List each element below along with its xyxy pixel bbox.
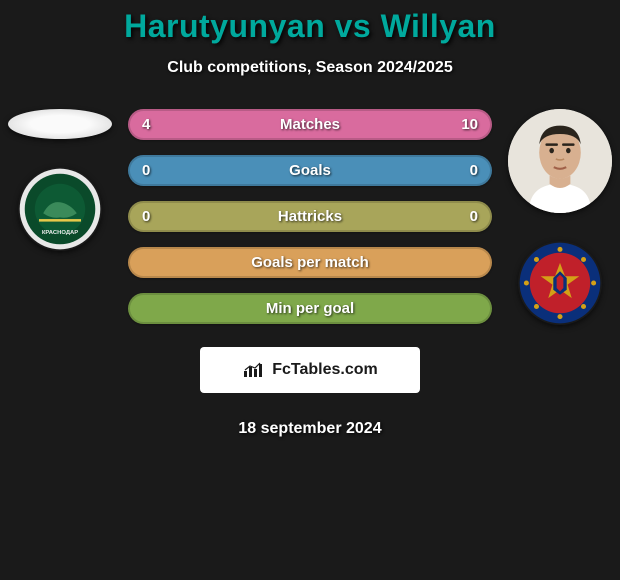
stat-bar-goals: 0Goals0 — [128, 155, 492, 186]
stat-label: Goals — [166, 162, 454, 179]
club-badge-icon — [518, 241, 602, 325]
svg-text:КРАСНОДАР: КРАСНОДАР — [42, 230, 78, 236]
stat-bar-goals-per-match: Goals per match — [128, 247, 492, 278]
stat-right-value: 0 — [454, 162, 478, 179]
date-line: 18 september 2024 — [238, 420, 381, 438]
stat-bar-min-per-goal: Min per goal — [128, 293, 492, 324]
right-club-badge — [518, 241, 602, 325]
comparison-layout: КРАСНОДАР 4Matches100Goals00Hattricks0Go… — [0, 109, 620, 438]
chart-icon — [242, 361, 266, 379]
page-title: Harutyunyan vs Willyan — [0, 8, 620, 45]
stat-label: Min per goal — [166, 300, 454, 317]
club-badge-icon: КРАСНОДАР — [18, 167, 102, 251]
subtitle: Club competitions, Season 2024/2025 — [0, 59, 620, 77]
right-column — [500, 109, 620, 438]
stat-label: Goals per match — [166, 254, 454, 271]
stat-left-value: 0 — [142, 208, 166, 225]
watermark: FcTables.com — [200, 347, 420, 393]
stat-left-value: 0 — [142, 162, 166, 179]
stat-right-value: 10 — [454, 116, 478, 133]
player-portrait-icon — [508, 109, 612, 213]
stats-column: 4Matches100Goals00Hattricks0Goals per ma… — [120, 109, 500, 438]
watermark-text: FcTables.com — [272, 361, 378, 379]
stat-left-value: 4 — [142, 116, 166, 133]
stat-bar-hattricks: 0Hattricks0 — [128, 201, 492, 232]
stat-bar-matches: 4Matches10 — [128, 109, 492, 140]
stat-label: Hattricks — [166, 208, 454, 225]
left-club-badge: КРАСНОДАР — [18, 167, 102, 251]
right-player-photo — [508, 109, 612, 213]
left-player-photo — [8, 109, 112, 139]
stat-label: Matches — [166, 116, 454, 133]
left-column: КРАСНОДАР — [0, 109, 120, 438]
stat-right-value: 0 — [454, 208, 478, 225]
